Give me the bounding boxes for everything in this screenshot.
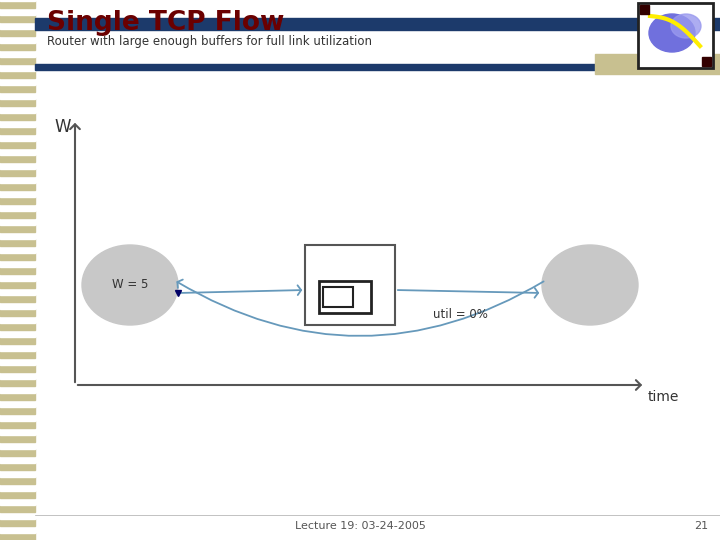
Bar <box>0 15 35 22</box>
Bar <box>35 64 595 70</box>
Bar <box>0 379 35 386</box>
Bar <box>0 71 35 78</box>
Text: 21: 21 <box>694 521 708 531</box>
Bar <box>0 64 35 71</box>
Bar <box>35 18 720 30</box>
Bar <box>0 218 35 225</box>
Bar <box>0 302 35 309</box>
Bar <box>0 162 35 169</box>
Bar <box>640 5 649 14</box>
Bar <box>0 309 35 316</box>
Bar <box>0 407 35 414</box>
Text: time: time <box>648 390 680 404</box>
Ellipse shape <box>671 14 701 38</box>
Bar <box>702 57 711 66</box>
Bar <box>0 512 35 519</box>
Bar <box>0 351 35 358</box>
Bar <box>319 281 371 313</box>
Bar <box>0 155 35 162</box>
Bar <box>0 491 35 498</box>
Bar <box>0 470 35 477</box>
Bar <box>0 1 35 8</box>
Bar <box>0 246 35 253</box>
Bar <box>0 435 35 442</box>
Bar <box>0 281 35 288</box>
Bar <box>0 365 35 372</box>
Bar <box>0 92 35 99</box>
Text: util = 0%: util = 0% <box>433 308 488 321</box>
Bar <box>0 372 35 379</box>
Bar <box>0 358 35 365</box>
Bar <box>0 183 35 190</box>
Bar <box>0 456 35 463</box>
Text: Lecture 19: 03-24-2005: Lecture 19: 03-24-2005 <box>294 521 426 531</box>
Bar <box>0 211 35 218</box>
Bar <box>0 477 35 484</box>
Bar <box>0 190 35 197</box>
Bar <box>0 99 35 106</box>
Text: Single TCP Flow: Single TCP Flow <box>47 10 284 36</box>
Bar <box>0 0 35 1</box>
Bar <box>323 287 353 307</box>
Bar <box>0 344 35 351</box>
Bar <box>0 50 35 57</box>
Bar <box>0 141 35 148</box>
Bar <box>0 239 35 246</box>
Bar <box>0 85 35 92</box>
Bar <box>0 414 35 421</box>
Bar <box>0 148 35 155</box>
Bar <box>0 505 35 512</box>
Bar <box>0 127 35 134</box>
Text: W: W <box>55 118 71 136</box>
Bar <box>0 22 35 29</box>
Bar <box>0 8 35 15</box>
Bar <box>0 519 35 526</box>
Bar <box>0 169 35 176</box>
Bar <box>0 421 35 428</box>
Bar <box>0 253 35 260</box>
Bar <box>0 106 35 113</box>
Text: W = 5: W = 5 <box>112 279 148 292</box>
Bar <box>0 267 35 274</box>
Bar <box>0 428 35 435</box>
Ellipse shape <box>649 14 695 52</box>
Bar <box>595 54 720 74</box>
Bar <box>0 57 35 64</box>
Bar <box>0 36 35 43</box>
Bar <box>0 393 35 400</box>
Bar <box>0 232 35 239</box>
Bar <box>0 463 35 470</box>
Bar <box>0 288 35 295</box>
Bar <box>0 400 35 407</box>
Bar <box>0 176 35 183</box>
Bar <box>638 3 713 68</box>
Bar <box>0 204 35 211</box>
Bar <box>0 337 35 344</box>
Bar <box>0 197 35 204</box>
Bar <box>0 274 35 281</box>
Bar <box>0 316 35 323</box>
Bar <box>0 260 35 267</box>
Bar <box>0 533 35 540</box>
Bar <box>0 498 35 505</box>
Bar <box>0 29 35 36</box>
Bar <box>0 526 35 533</box>
Bar <box>0 43 35 50</box>
Bar <box>0 484 35 491</box>
Ellipse shape <box>82 245 178 325</box>
Bar <box>0 442 35 449</box>
Bar <box>0 386 35 393</box>
Bar <box>0 78 35 85</box>
Bar <box>0 120 35 127</box>
Bar <box>0 113 35 120</box>
Bar <box>0 225 35 232</box>
Bar <box>305 245 395 325</box>
Bar <box>0 134 35 141</box>
Text: Router with large enough buffers for full link utilization: Router with large enough buffers for ful… <box>47 35 372 48</box>
Bar <box>0 323 35 330</box>
Bar <box>0 295 35 302</box>
Bar <box>0 449 35 456</box>
Bar <box>0 330 35 337</box>
Ellipse shape <box>542 245 638 325</box>
